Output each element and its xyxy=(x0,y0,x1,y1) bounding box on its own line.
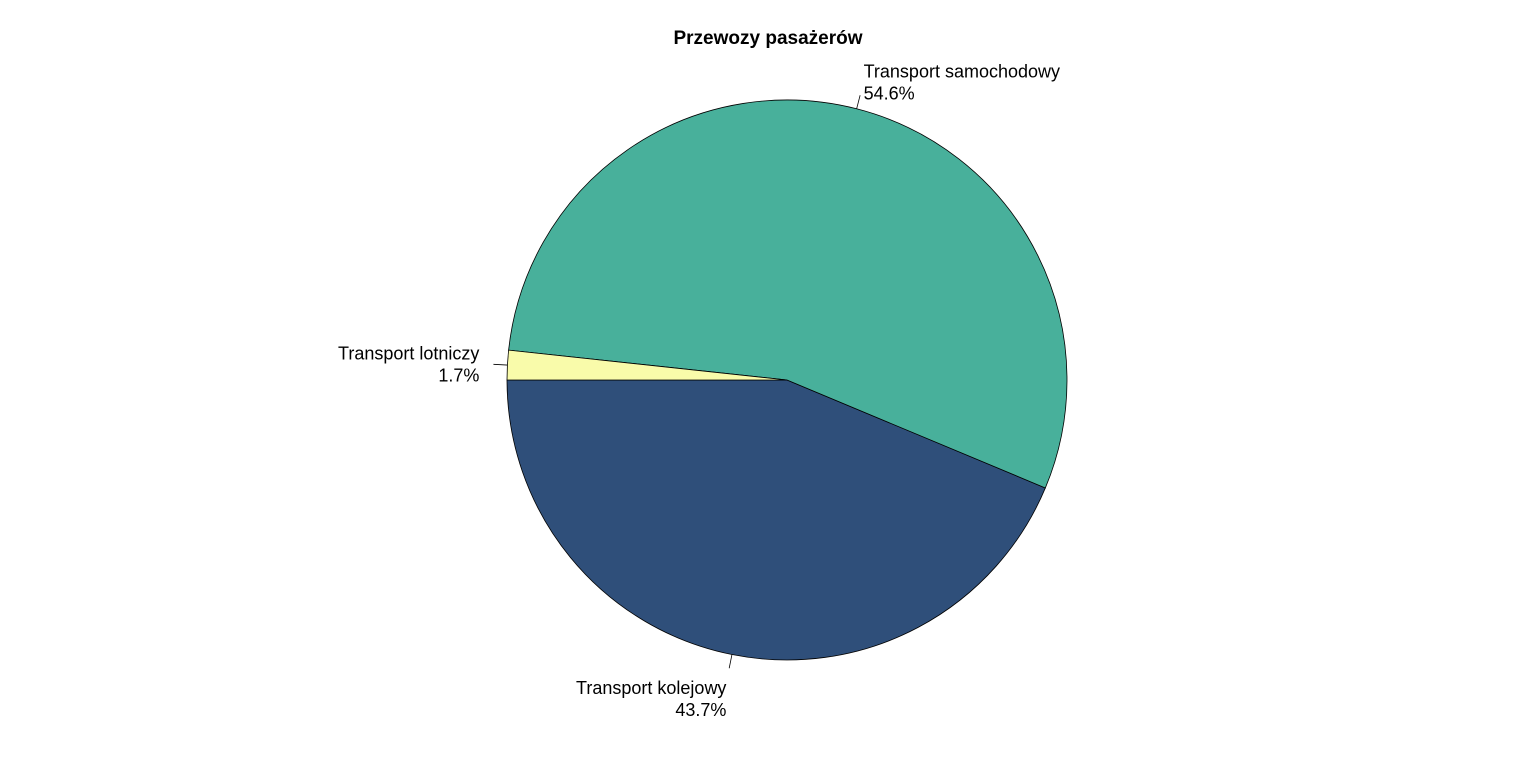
slice-percent-transport-kolejowy: 43.7% xyxy=(675,700,726,720)
leader-line-transport-samochodowy xyxy=(856,95,861,109)
slice-label-transport-kolejowy: Transport kolejowy xyxy=(576,678,726,698)
slice-percent-transport-lotniczy: 1.7% xyxy=(438,366,479,386)
leader-line-transport-lotniczy xyxy=(493,363,508,366)
pie-slice-transport-lotniczy xyxy=(506,349,788,381)
slice-label-transport-lotniczy: Transport lotniczy xyxy=(338,344,479,364)
chart-title: Przewozy pasażerów xyxy=(673,28,863,49)
label-leader-lines xyxy=(493,95,861,669)
slice-label-transport-samochodowy: Transport samochodowy xyxy=(864,62,1060,82)
leader-line-transport-kolejowy xyxy=(728,654,733,669)
pie-slices xyxy=(506,99,1068,661)
slice-percent-transport-samochodowy: 54.6% xyxy=(864,84,915,104)
pie-slice-transport-samochodowy xyxy=(508,99,1068,489)
